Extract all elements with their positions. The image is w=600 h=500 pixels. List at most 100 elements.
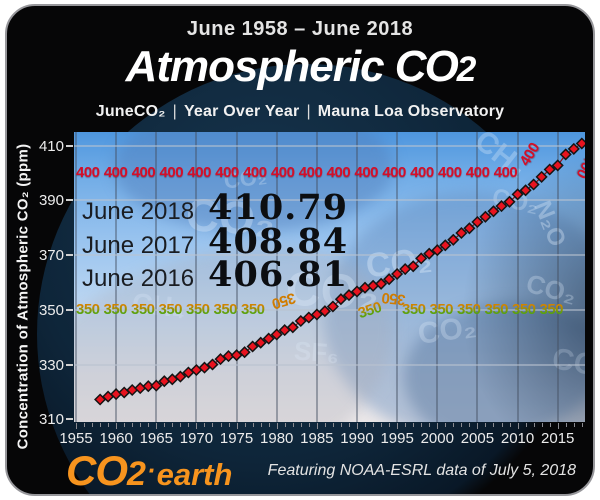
x-tick-mark xyxy=(389,423,391,427)
vertical-gridline xyxy=(476,132,479,422)
page-title: Atmospheric CO2 xyxy=(7,39,593,98)
x-tick-mark xyxy=(132,423,134,427)
x-tick-mark xyxy=(188,423,190,427)
annotation-row-2016: June 2016 406.81 xyxy=(82,254,348,295)
threshold-label-400: 400 xyxy=(410,164,434,182)
subtitle-separator: | xyxy=(306,103,311,120)
y-tick-mark xyxy=(66,144,73,147)
y-tick-label: 350 xyxy=(38,301,64,319)
x-tick-mark xyxy=(381,423,383,427)
y-tick-mark xyxy=(66,308,73,311)
x-tick-mark xyxy=(445,423,447,427)
subtitle-separator: | xyxy=(172,103,177,120)
data-point xyxy=(310,308,323,321)
logo-co: CO xyxy=(66,447,128,494)
data-point xyxy=(511,188,524,201)
threshold-label-400: 400 xyxy=(243,164,267,182)
x-tick-mark xyxy=(108,423,110,427)
subtitle: JuneCO₂ | Year Over Year | Mauna Loa Observa… xyxy=(7,103,593,121)
x-tick-mark xyxy=(461,423,463,427)
x-tick-label: 1990 xyxy=(340,430,374,447)
y-tick-label: 370 xyxy=(38,247,64,265)
x-tick-mark xyxy=(421,423,423,427)
y-tick-mark xyxy=(66,254,73,257)
x-tick-mark xyxy=(356,423,358,429)
data-point xyxy=(350,285,364,298)
threshold-label-350: 350 xyxy=(158,300,183,318)
threshold-label-400: 400 xyxy=(382,164,406,182)
data-point xyxy=(495,200,508,213)
x-tick-mark xyxy=(405,423,407,427)
x-tick-mark xyxy=(100,423,102,427)
x-tick-mark xyxy=(332,423,334,427)
x-tick-mark xyxy=(565,423,567,427)
threshold-label-350: 350 xyxy=(213,300,238,318)
vertical-gridline xyxy=(75,132,77,422)
x-tick-label: 1960 xyxy=(99,430,133,447)
threshold-label-350: 350 xyxy=(512,300,536,318)
x-tick-mark xyxy=(92,423,94,427)
threshold-label-350: 350 xyxy=(241,300,265,318)
data-point xyxy=(455,226,468,240)
x-tick-mark xyxy=(413,423,415,427)
y-tick-mark xyxy=(66,199,73,202)
x-tick-mark xyxy=(557,423,559,429)
x-tick-mark xyxy=(485,423,487,427)
data-point xyxy=(551,159,564,172)
x-tick-mark xyxy=(140,423,142,427)
data-point xyxy=(294,314,307,328)
data-point xyxy=(246,340,259,353)
y-tick-label: 390 xyxy=(38,192,64,210)
data-point xyxy=(503,195,516,208)
data-point xyxy=(567,142,580,155)
x-tick-mark xyxy=(365,423,367,427)
data-point xyxy=(559,148,572,161)
x-tick-mark xyxy=(429,423,431,427)
x-tick-mark xyxy=(340,423,342,427)
title-word: Atmospheric xyxy=(125,42,385,91)
data-point xyxy=(519,184,532,197)
data-point xyxy=(198,361,211,374)
data-point xyxy=(487,205,500,218)
threshold-label-400: 400 xyxy=(159,164,184,182)
threshold-label-400: 400 xyxy=(187,164,211,182)
x-tick-mark xyxy=(549,423,551,427)
data-point xyxy=(254,336,267,349)
data-point xyxy=(527,178,540,191)
annotation-value: 410.79 xyxy=(208,187,349,228)
data-point xyxy=(407,260,420,273)
x-tick-mark xyxy=(260,423,262,427)
data-point xyxy=(423,247,436,260)
data-point xyxy=(174,370,187,383)
x-tick-mark xyxy=(220,423,222,427)
x-tick-mark xyxy=(252,423,254,427)
x-tick-mark xyxy=(76,423,77,429)
horizontal-gridline xyxy=(74,144,585,147)
x-tick-mark xyxy=(541,423,543,427)
threshold-label-350: 350 xyxy=(103,300,128,318)
x-tick-mark xyxy=(573,423,575,427)
x-tick-label: 1980 xyxy=(260,430,294,447)
data-point xyxy=(391,267,404,281)
x-tick-mark xyxy=(477,423,479,429)
x-tick-mark xyxy=(469,423,471,427)
x-tick-label: 2010 xyxy=(500,430,535,447)
annotation-label: June 2018 xyxy=(82,198,195,225)
date-range-heading: June 1958 – June 2018 xyxy=(186,18,414,40)
data-point xyxy=(262,332,275,345)
threshold-label-400: 400 xyxy=(298,164,323,182)
vertical-gridline xyxy=(355,132,358,422)
data-point xyxy=(206,358,219,371)
co2-data-series xyxy=(94,137,585,406)
data-point xyxy=(415,252,428,265)
data-point xyxy=(431,244,444,257)
x-tick-label: 1965 xyxy=(139,430,173,447)
x-tick-mark xyxy=(236,423,238,429)
threshold-label-400: 400 xyxy=(103,164,128,182)
vertical-gridline xyxy=(235,132,238,422)
x-tick-label: 1975 xyxy=(219,430,254,447)
threshold-label-400: 400 xyxy=(438,164,462,182)
data-point xyxy=(375,277,388,290)
vertical-gridline xyxy=(436,132,439,422)
data-point xyxy=(439,239,452,252)
